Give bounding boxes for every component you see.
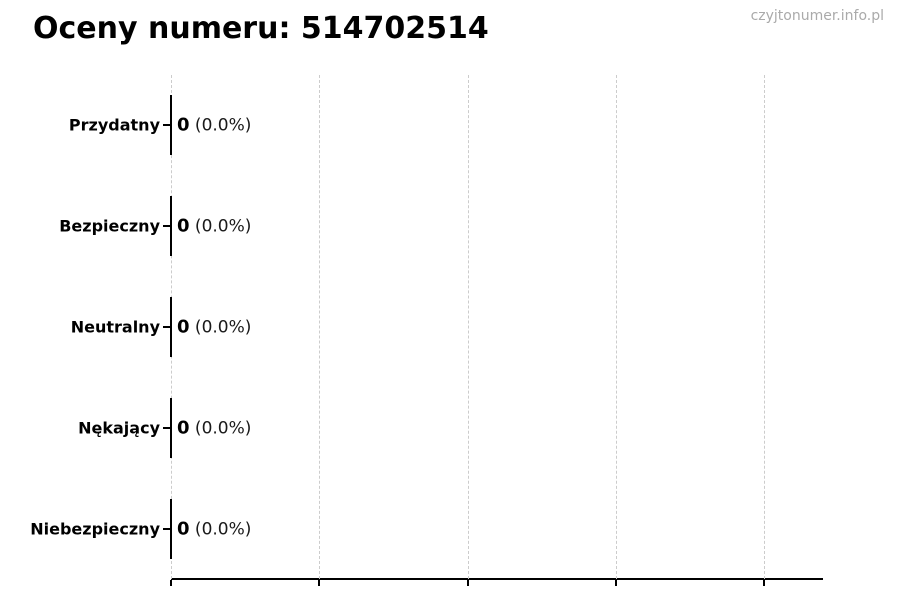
y-axis-tick <box>163 326 171 328</box>
category-label: Bezpieczny <box>59 216 160 236</box>
y-axis-tick <box>163 527 171 530</box>
gridline <box>319 75 321 579</box>
value-percent: (0.0%) <box>189 216 252 237</box>
category-label: Niebezpieczny <box>30 519 160 539</box>
value-percent: (0.0%) <box>189 418 252 439</box>
value-label: 0 (0.0%) <box>177 216 251 237</box>
y-axis-tick <box>163 124 171 127</box>
value-number: 0 <box>177 417 190 439</box>
x-axis-line <box>171 578 823 580</box>
category-label: Neutralny <box>70 317 160 337</box>
value-percent: (0.0%) <box>189 317 252 338</box>
x-axis-tick <box>614 580 617 586</box>
x-axis-tick <box>318 580 321 586</box>
value-percent: (0.0%) <box>189 115 252 136</box>
gridline <box>615 75 617 579</box>
bar-outline <box>170 196 172 257</box>
value-number: 0 <box>177 215 190 237</box>
value-label: 0 (0.0%) <box>177 317 251 338</box>
watermark: czyjtonumer.info.pl <box>750 8 884 24</box>
value-percent: (0.0%) <box>189 519 252 540</box>
gridline <box>467 75 469 579</box>
value-label: 0 (0.0%) <box>177 518 251 539</box>
value-label: 0 (0.0%) <box>177 115 251 136</box>
x-axis-tick <box>170 580 172 586</box>
category-label: Przydatny <box>68 115 160 135</box>
gridline <box>764 75 765 579</box>
category-label: Nękający <box>78 418 160 438</box>
bar-outline <box>170 297 172 357</box>
bar-outline <box>170 95 172 156</box>
x-axis-tick <box>763 580 765 586</box>
value-label: 0 (0.0%) <box>177 417 251 438</box>
x-axis-tick <box>466 580 469 586</box>
chart-title: Oceny numeru: 514702514 <box>33 11 489 46</box>
value-number: 0 <box>177 316 190 338</box>
value-number: 0 <box>177 114 190 136</box>
bar-outline <box>170 498 172 559</box>
bar-outline <box>170 397 172 458</box>
y-axis-tick <box>163 426 171 429</box>
y-axis-tick <box>163 225 171 228</box>
value-number: 0 <box>177 518 190 540</box>
